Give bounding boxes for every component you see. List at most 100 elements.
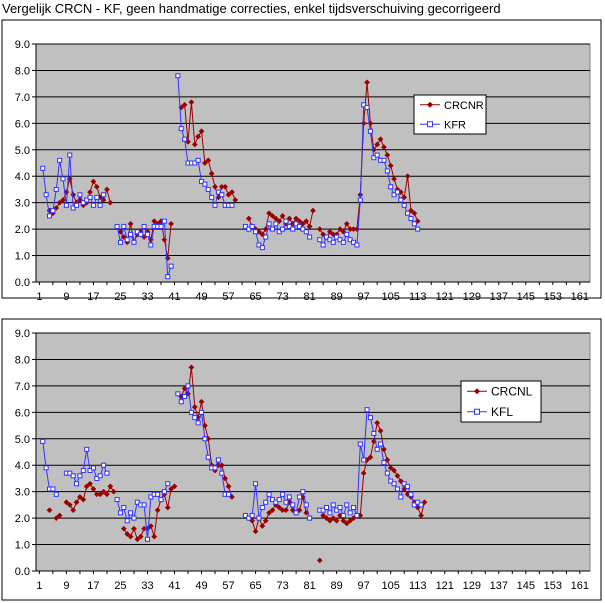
data-point [317, 237, 323, 243]
data-point [391, 192, 397, 198]
data-point [326, 228, 333, 235]
data-point [326, 517, 333, 524]
data-point [158, 497, 164, 503]
x-tick-label: 145 [517, 580, 535, 592]
data-point [351, 505, 357, 511]
data-point [80, 200, 86, 206]
data-point [192, 415, 198, 421]
y-tick-label: 9.0 [15, 39, 30, 51]
x-tick-label: 65 [249, 580, 261, 592]
data-point [131, 525, 137, 532]
plot-area [35, 43, 591, 283]
data-point [93, 183, 100, 190]
y-tick-label: 8.0 [15, 354, 30, 366]
data-point [90, 202, 96, 208]
data-point [97, 202, 103, 208]
data-point [228, 189, 235, 196]
data-point [387, 162, 394, 169]
legend[interactable]: CRCNR KFR [413, 94, 487, 135]
data-point [103, 186, 110, 193]
data-point [80, 468, 86, 474]
y-tick-label: 5.0 [15, 434, 30, 446]
data-point [84, 197, 90, 203]
data-point [103, 491, 110, 498]
data-point [276, 504, 283, 511]
data-point [347, 237, 353, 243]
data-point [70, 191, 77, 198]
data-point [263, 234, 269, 240]
data-point [84, 446, 90, 452]
data-point [60, 176, 66, 182]
x-tick-label: 41 [168, 291, 180, 303]
data-point [391, 175, 398, 182]
data-point [377, 427, 384, 434]
data-point [120, 525, 127, 532]
data-point [222, 475, 229, 482]
y-tick-label: 8.0 [15, 65, 30, 77]
data-point [168, 263, 174, 269]
data-point [394, 486, 400, 492]
chart-right-comparison[interactable]: 0.0 1.0 2.0 3.0 4.0 5.0 6.0 7.0 8.0 9.0 1 9 17 25 33 41… [1, 19, 602, 303]
data-point [104, 470, 110, 476]
data-point [215, 189, 221, 195]
x-tick-label: 81 [303, 291, 315, 303]
legend-label: CRCNL [491, 384, 533, 398]
data-point [340, 239, 346, 245]
x-tick-label: 9 [63, 291, 69, 303]
data-point [144, 231, 150, 237]
data-point [401, 202, 407, 208]
data-point [94, 194, 100, 200]
data-point [74, 481, 80, 487]
data-point [367, 454, 374, 461]
series-line [177, 385, 229, 495]
x-tick-label: 153 [544, 580, 562, 592]
data-point [364, 79, 371, 86]
y-tick-label: 7.0 [15, 92, 30, 104]
y-tick-label: 6.0 [15, 407, 30, 419]
y-tick-label: 0.0 [15, 277, 30, 289]
data-point [361, 457, 367, 463]
data-point [70, 473, 76, 479]
data-point [212, 183, 218, 190]
data-point [249, 223, 255, 229]
data-point [97, 491, 104, 498]
data-point [144, 536, 150, 542]
data-point [124, 237, 130, 243]
data-point [171, 483, 178, 490]
data-point [351, 239, 357, 245]
data-point [374, 141, 381, 148]
data-point [100, 488, 107, 495]
data-point [253, 229, 259, 235]
data-point [178, 399, 184, 405]
chart-left-comparison[interactable]: 0.0 1.0 2.0 3.0 4.0 5.0 6.0 7.0 8.0 9.0 1 9 17 25 33 41… [1, 318, 602, 601]
y-tick-label: 9.0 [15, 328, 30, 340]
data-point [195, 133, 202, 140]
data-point [283, 499, 289, 505]
data-point [381, 460, 387, 466]
data-point [320, 242, 326, 248]
sheet-title[interactable]: Vergelijk CRCN - KF, geen handmatige cor… [2, 1, 501, 16]
data-point [87, 194, 93, 200]
data-point [408, 216, 414, 222]
data-point [398, 494, 404, 500]
data-point [259, 505, 265, 511]
data-point [337, 505, 343, 511]
data-point [195, 157, 201, 163]
x-tick-label: 89 [331, 580, 343, 592]
data-point [205, 186, 211, 192]
data-point [121, 223, 127, 229]
data-point [198, 398, 205, 405]
data-point [127, 533, 134, 540]
data-point [127, 220, 134, 227]
x-tick-label: 17 [87, 291, 99, 303]
plot-area [35, 332, 591, 572]
legend[interactable]: CRCNL KFL [460, 380, 542, 423]
data-point [148, 242, 154, 248]
x-tick-label: 57 [222, 580, 234, 592]
data-point [77, 473, 83, 479]
data-point [253, 481, 259, 487]
data-point [151, 218, 158, 225]
data-point [63, 202, 69, 208]
data-point [181, 101, 188, 108]
